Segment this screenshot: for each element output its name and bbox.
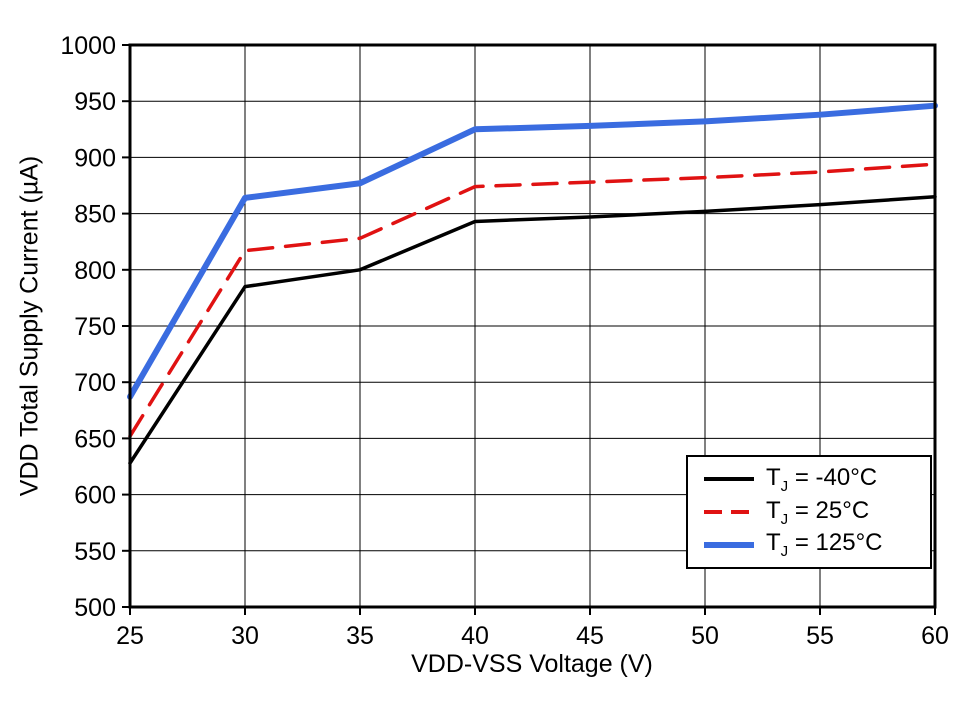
legend-item: TJ = 25°C (702, 497, 930, 528)
y-tick-label: 500 (74, 594, 116, 622)
legend-label: TJ = 25°C (766, 497, 869, 528)
legend-label-sub: J (780, 477, 789, 495)
legend-label: TJ = -40°C (766, 464, 877, 495)
legend: TJ = -40°C TJ = 25°C TJ = 125°C (686, 455, 932, 569)
legend-label-post: = 25°C (788, 496, 870, 524)
legend-label-pre: T (766, 463, 781, 491)
legend-item: TJ = -40°C (702, 464, 930, 495)
y-tick-label: 550 (74, 538, 116, 566)
series-line-0 (128, 194, 937, 465)
x-tick-label: 55 (806, 622, 834, 650)
legend-line-sample (704, 477, 754, 482)
x-tick-label: 40 (461, 622, 489, 650)
y-tick-label: 850 (74, 201, 116, 229)
y-tick-label: 650 (74, 425, 116, 453)
legend-label-pre: T (766, 529, 781, 557)
y-tick-label: 1000 (60, 32, 116, 60)
legend-label-pre: T (766, 496, 781, 524)
x-tick-label: 35 (346, 622, 374, 650)
y-tick-label: 700 (74, 369, 116, 397)
series-line-1 (128, 162, 937, 438)
legend-label: TJ = 125°C (766, 529, 883, 560)
legend-line-sample (704, 509, 754, 514)
x-axis-title: VDD-VSS Voltage (V) (411, 650, 653, 678)
y-tick-label: 800 (74, 257, 116, 285)
x-tick-label: 50 (691, 622, 719, 650)
y-tick-label: 950 (74, 88, 116, 116)
x-tick-label: 25 (116, 622, 144, 650)
x-tick-label: 60 (921, 622, 949, 650)
legend-label-sub: J (780, 510, 789, 528)
x-tick-label: 45 (576, 622, 604, 650)
legend-item: TJ = 125°C (702, 529, 930, 560)
legend-label-post: = 125°C (788, 529, 883, 557)
legend-label-sub: J (780, 543, 789, 561)
y-tick-label: 600 (74, 482, 116, 510)
legend-line-sample (704, 541, 754, 548)
y-tick-label: 750 (74, 313, 116, 341)
y-axis-title: VDD Total Supply Current (µA) (15, 155, 44, 497)
x-tick-label: 30 (231, 622, 259, 650)
y-tick-label: 900 (74, 144, 116, 172)
series-line-2 (127, 102, 938, 400)
plot-border (128, 43, 937, 609)
legend-label-post: = -40°C (788, 463, 878, 491)
